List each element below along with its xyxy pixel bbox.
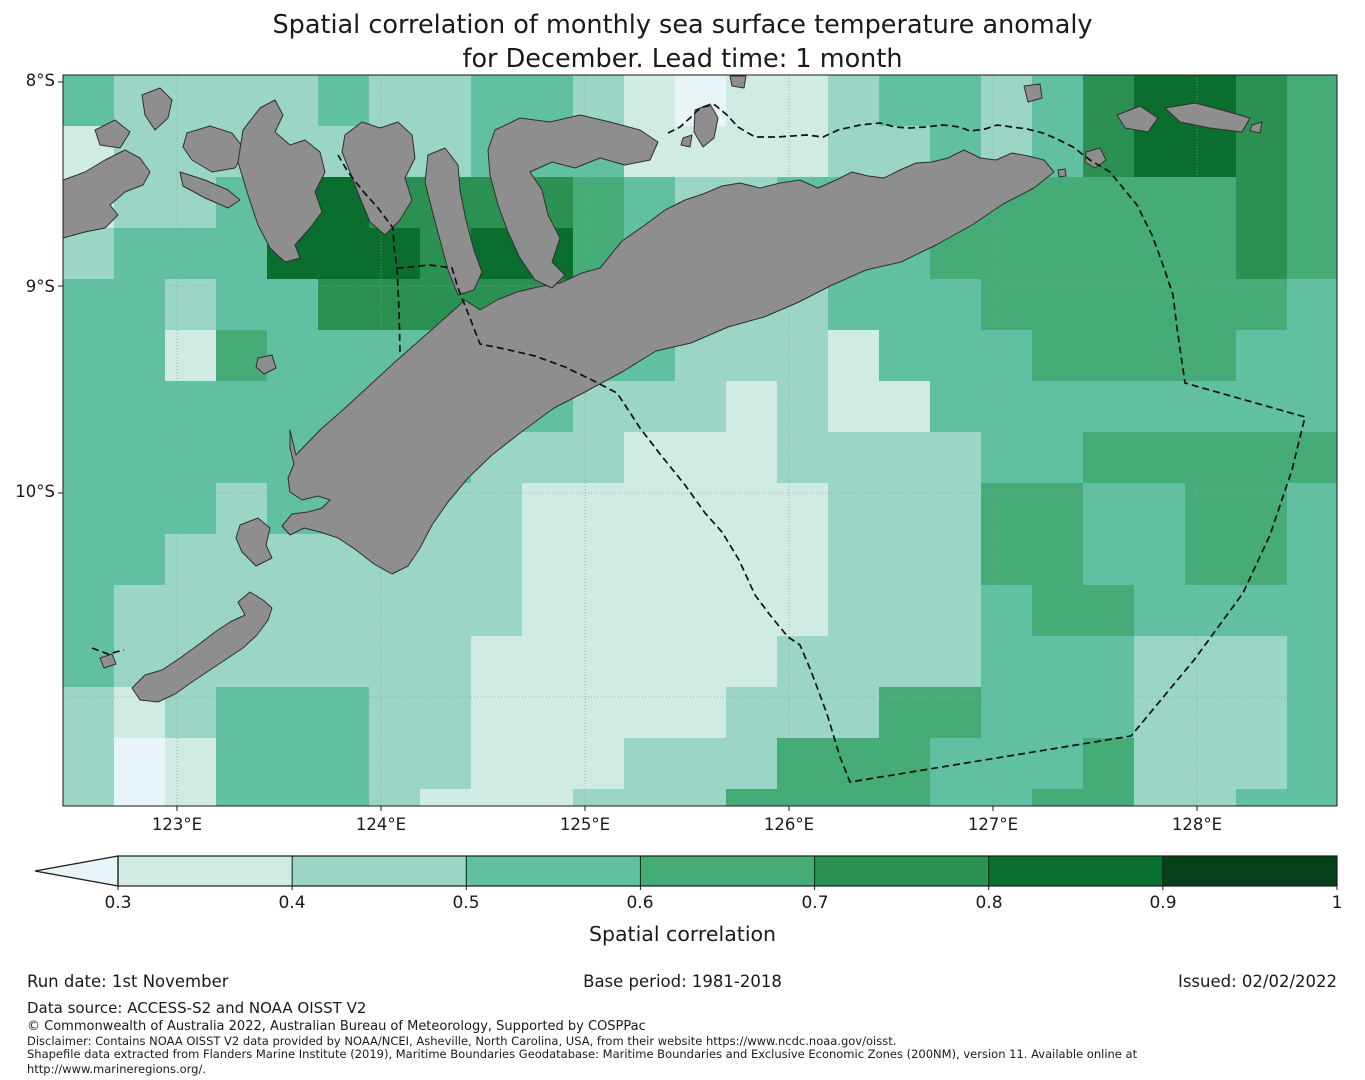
x-tick-125e: 125°E xyxy=(559,815,611,834)
y-tick-9s: 9°S xyxy=(25,277,55,296)
x-tick-127e: 127°E xyxy=(967,815,1019,834)
cb-tick-09: 0.9 xyxy=(1149,893,1177,913)
colorbar-title: Spatial correlation xyxy=(588,922,777,946)
issued-date: Issued: 02/02/2022 xyxy=(1177,972,1337,991)
cb-tick-04: 0.4 xyxy=(278,893,306,913)
url-line: http://www.marineregions.org/. xyxy=(27,1062,206,1076)
data-source: Data source: ACCESS-S2 and NOAA OISST V2 xyxy=(27,999,367,1017)
chart-title-line2: for December. Lead time: 1 month xyxy=(462,44,903,74)
cb-tick-03: 0.3 xyxy=(104,893,132,913)
axis-ticks xyxy=(58,81,1198,811)
y-tick-8s: 8°S xyxy=(25,71,55,90)
disclaimer-line: Disclaimer: Contains NOAA OISST V2 data … xyxy=(27,1034,897,1048)
eez-boundary-dashed xyxy=(91,104,1307,783)
cb-tick-07: 0.7 xyxy=(801,893,829,913)
cb-tick-05: 0.5 xyxy=(452,893,480,913)
run-date: Run date: 1st November xyxy=(27,972,229,991)
base-period: Base period: 1981-2018 xyxy=(583,972,782,991)
y-tick-10s: 10°S xyxy=(15,482,55,501)
x-tick-124e: 124°E xyxy=(355,815,407,834)
x-tick-128e: 128°E xyxy=(1171,815,1223,834)
x-tick-126e: 126°E xyxy=(763,815,815,834)
cb-tick-08: 0.8 xyxy=(975,893,1003,913)
colorbar xyxy=(34,855,1338,890)
cb-tick-10: 1 xyxy=(1331,893,1343,913)
copyright-line: © Commonwealth of Australia 2022, Austra… xyxy=(27,1019,646,1034)
chart-title-line1: Spatial correlation of monthly sea surfa… xyxy=(272,10,1093,40)
land-polygons xyxy=(63,75,1263,703)
cb-tick-06: 0.6 xyxy=(626,893,654,913)
x-tick-123e: 123°E xyxy=(151,815,203,834)
shapefile-line: Shapefile data extracted from Flanders M… xyxy=(27,1047,1138,1061)
map-frame xyxy=(62,74,1338,807)
